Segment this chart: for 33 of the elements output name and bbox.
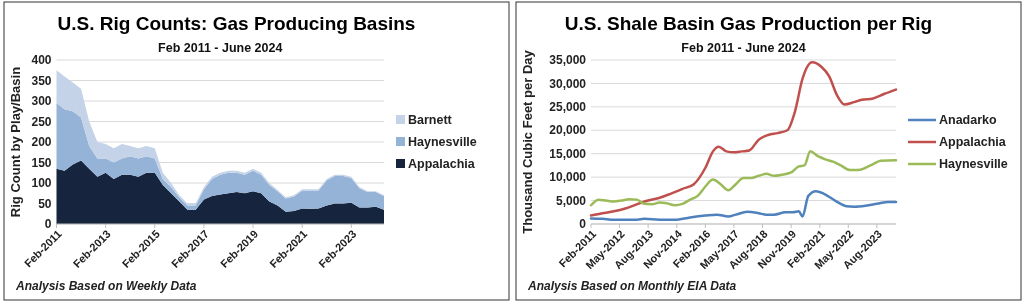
y-axis-title: Thousand Cubic Feet per Day [520,49,535,234]
line-series [589,61,898,217]
legend-label: Haynesville [939,157,1008,172]
y-tick-label: 0 [44,217,52,232]
legend-label: Appalachia [939,135,1007,150]
y-tick-label: 300 [31,94,52,109]
y-axis-title: Rig Count by Play/Basin [8,66,23,218]
y-tick-label: 35,000 [549,53,587,68]
chart-subtitle: Feb 2011 - June 2024 [158,41,283,55]
y-tick-label: 150 [31,155,52,170]
y-tick-label: 50 [38,196,52,211]
y-tick-label: 200 [31,135,52,150]
legend-label: Appalachia [408,157,476,172]
y-tick-label: 20,000 [549,123,587,138]
y-tick-label: 0 [579,217,587,232]
chart-subtitle: Feb 2011 - June 2024 [681,41,806,55]
text: Analysis Based on Weekly Data [15,279,197,293]
legend-label: Haynesville [408,135,477,150]
y-tick-label: 400 [31,53,52,68]
y-tick-label: 30,000 [549,76,587,91]
y-tick-label: 100 [31,176,52,191]
line-series [589,150,898,207]
legend-label: Anadarko [939,113,998,128]
y-tick-label: 5,000 [555,193,587,208]
chart-title: U.S. Shale Basin Gas Production per Rig [564,13,933,34]
legend-label: Barnett [408,113,453,128]
text: Analysis Based on Monthly EIA Data [527,279,737,293]
chart-title: U.S. Rig Counts: Gas Producing Basins [57,13,416,34]
y-tick-label: 350 [31,73,52,88]
y-tick-label: 10,000 [549,170,587,185]
y-tick-label: 250 [31,114,52,129]
y-tick-label: 25,000 [549,100,587,115]
y-tick-label: 15,000 [549,146,587,161]
